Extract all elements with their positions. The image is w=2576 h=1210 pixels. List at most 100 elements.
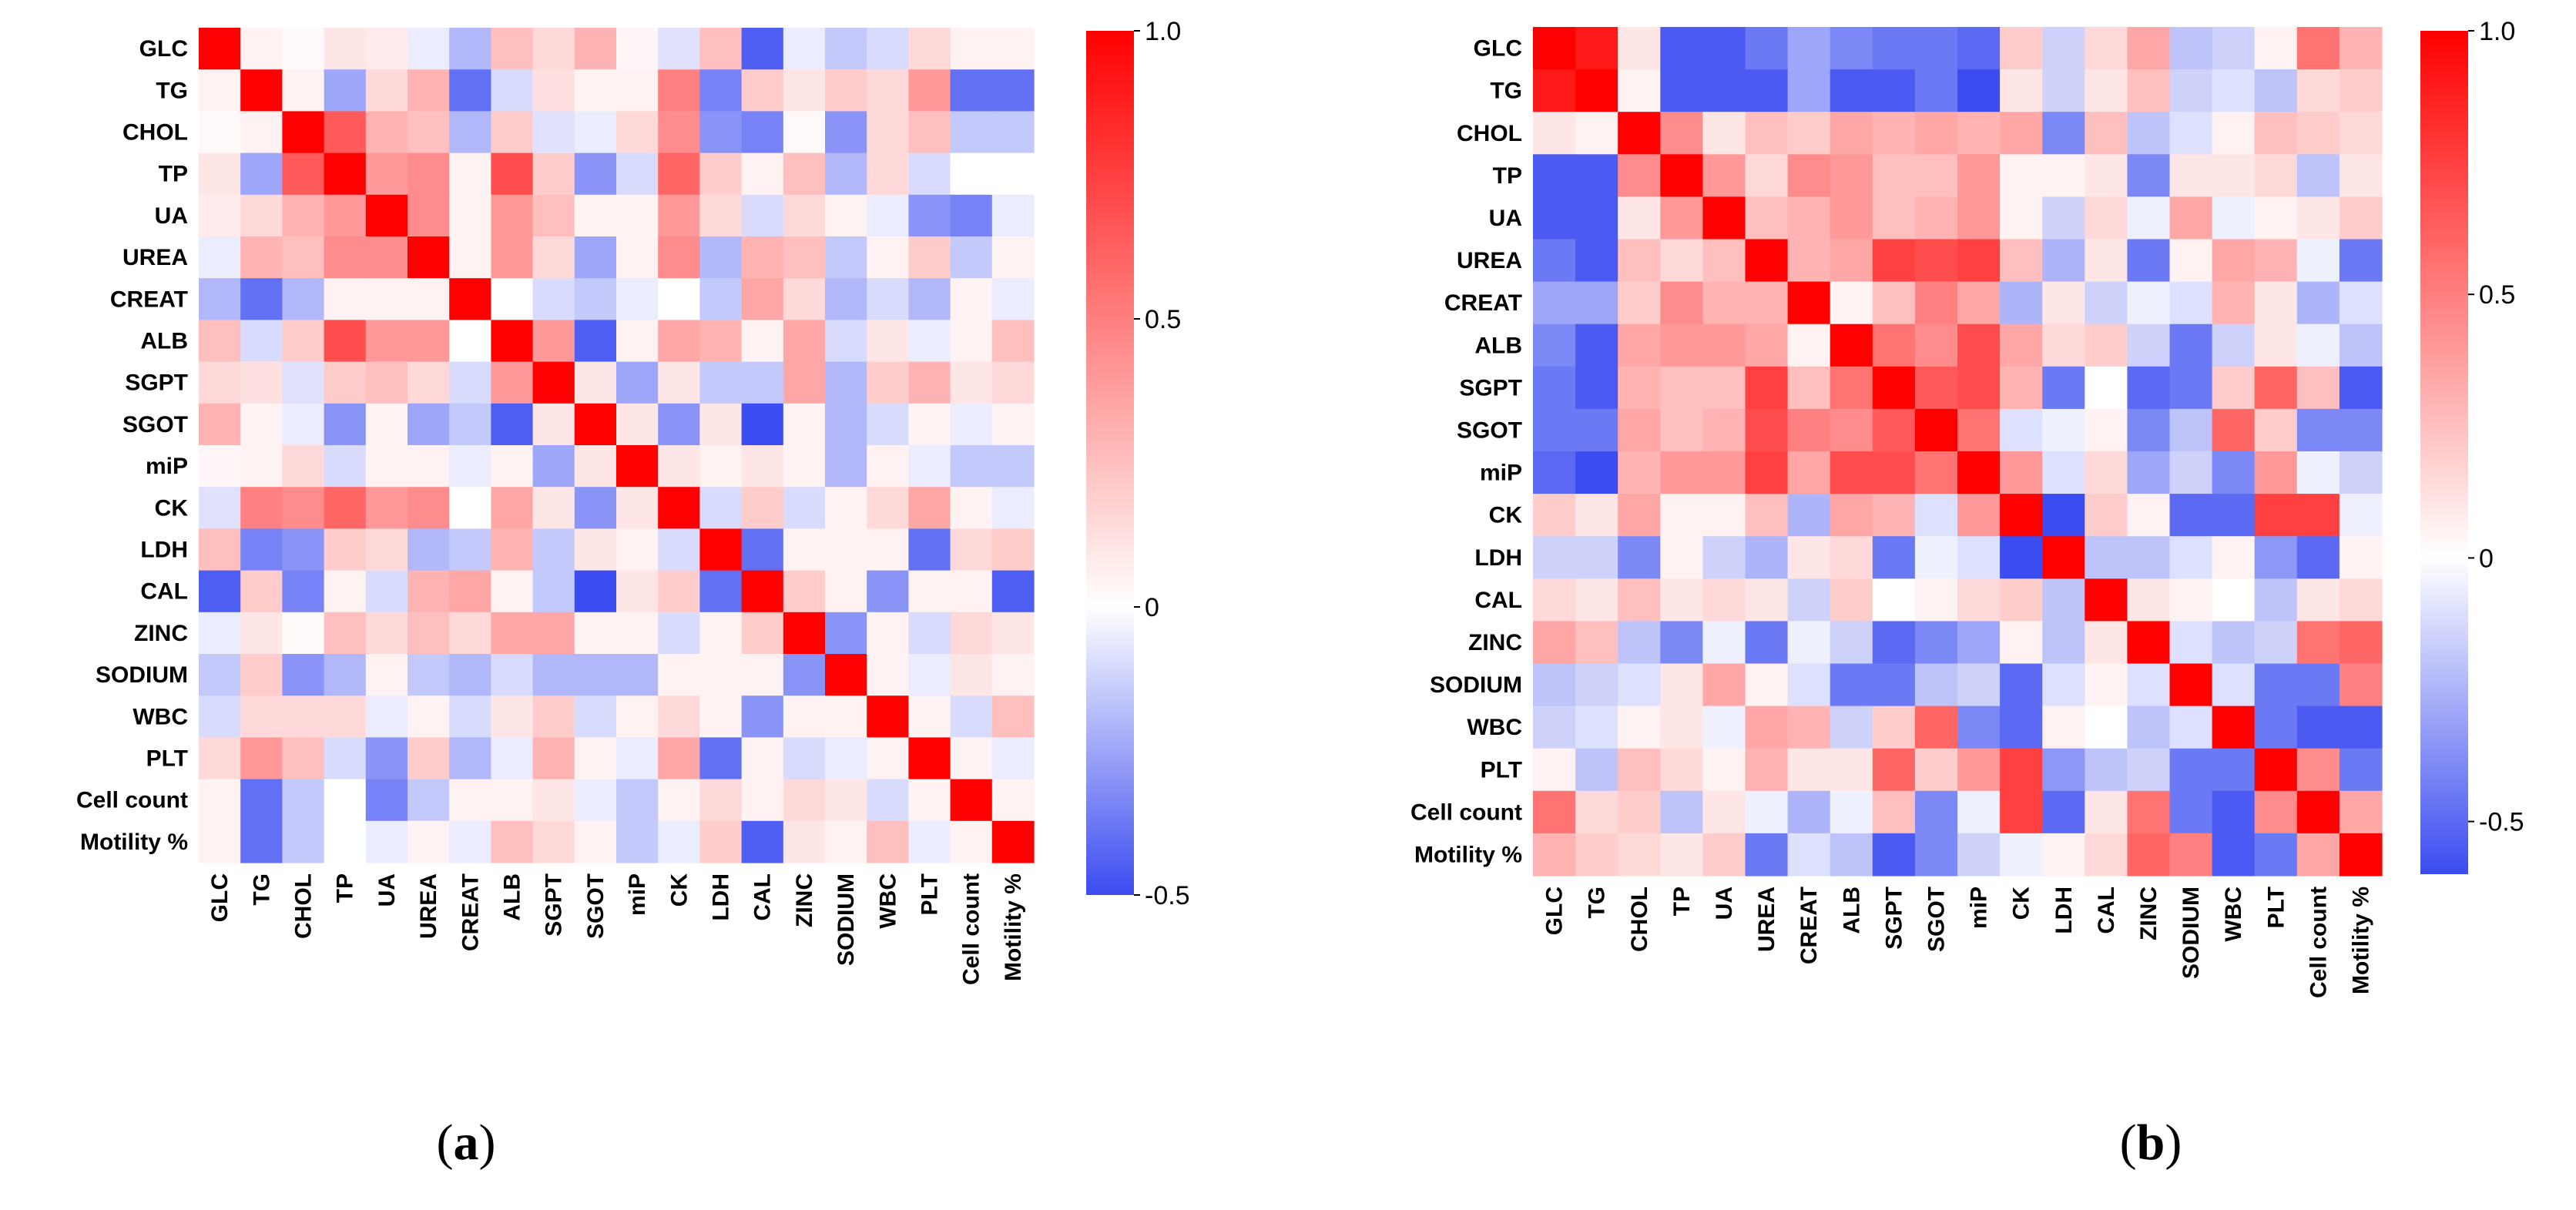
heatmap-cell-UA-CHOL [1618,196,1661,240]
heatmap-cell-TP-Motility-- [2339,154,2383,197]
heatmap-cell-CHOL-SGPT [532,111,575,154]
heatmap-cell-GLC-LDH [699,28,743,70]
heatmap-cell-SGPT-SGOT [1914,366,1958,410]
heatmap-cell-ZINC-CHOL [282,612,325,655]
row-label: SODIUM [96,662,188,688]
heatmap-cell-TG-SODIUM [2169,69,2213,112]
heatmap-cell-LDH-CAL [2085,536,2128,579]
heatmap-cell-Motility---CREAT [449,820,491,863]
row-label: Motility % [1414,843,1522,868]
heatmap-cell-ZINC-Cell-count [2296,621,2340,665]
heatmap-cell-TP-CREAT [449,153,491,196]
heatmap-cell-Cell-count-CHOL [1618,790,1661,834]
heatmap-cell-PLT-TP [1660,748,1703,792]
heatmap-cell-UREA-ALB [491,236,534,279]
heatmap-cell-miP-ALB [491,445,534,488]
heatmap-cell-CAL-SODIUM [2169,578,2213,622]
heatmap-cell-ALB-Motility-- [2339,323,2383,367]
heatmap-cell-Motility---SGPT [1872,833,1916,876]
heatmap-cell-Cell-count-miP [616,779,659,822]
heatmap-cell-SGOT-SGOT [574,403,617,446]
row-label: SGPT [1459,375,1522,401]
heatmap-cell-CREAT-CAL [2085,281,2128,325]
row-label: CK [1489,503,1523,528]
heatmap-cell-Motility---WBC [867,820,909,863]
heatmap-cell-SODIUM-SODIUM [2169,663,2213,707]
heatmap-cell-UREA-CAL [741,236,784,279]
heatmap-cell-TP-SGOT [1914,154,1958,197]
heatmap-cell-ALB-PLT [2254,323,2298,367]
heatmap-cell-Cell-count-GLC [1533,790,1576,834]
heatmap-cell-SGOT-CAL [741,403,784,446]
heatmap-cell-LDH-SODIUM [825,528,867,571]
heatmap-cell-SGPT-PLT [908,361,951,404]
heatmap-cell-GLC-SGOT [574,28,617,70]
heatmap-cell-PLT-PLT [908,737,951,780]
heatmap-cell-ZINC-CREAT [1787,621,1831,665]
heatmap-cell-WBC-ALB [491,695,534,738]
heatmap-cell-TP-SGPT [1872,154,1916,197]
heatmap-cell-CAL-CAL [2085,578,2128,622]
row-label: miP [1480,461,1522,486]
heatmap-cell-CREAT-Motility-- [2339,281,2383,325]
heatmap-cell-PLT-UA [1702,748,1746,792]
column-label: CAL [2094,887,2119,934]
heatmap-cell-Cell-count-Cell-count [950,779,993,822]
heatmap-cell-miP-LDH [2042,451,2085,494]
heatmap-cell-CK-UA [1702,494,1746,537]
heatmap-cell-Cell-count-miP [1957,790,2001,834]
column-label: miP [625,873,650,916]
heatmap-cell-SODIUM-TP [324,654,367,696]
heatmap-cell-CREAT-UA [365,278,408,320]
heatmap-cell-PLT-SODIUM [825,737,867,780]
heatmap-cell-SGOT-TP [1660,408,1703,452]
heatmap-cell-miP-SGPT [1872,451,1916,494]
heatmap-cell-UREA-UREA [1745,239,1789,283]
heatmap-cell-CK-TG [240,487,283,529]
heatmap-cell-ALB-SGOT [1914,323,1958,367]
column-label: CHOL [1627,887,1652,952]
heatmap-cell-SGOT-WBC [867,403,909,446]
heatmap-cell-LDH-SGPT [532,528,575,571]
column-label: WBC [875,873,901,929]
column-label: TG [249,873,274,906]
heatmap-cell-LDH-Motility-- [2339,536,2383,579]
heatmap-cell-ZINC-UREA [408,612,450,655]
heatmap-cell-SGPT-UREA [408,361,450,404]
heatmap-cell-SGOT-SGPT [532,403,575,446]
heatmap-cell-WBC-ZINC [2127,706,2171,749]
heatmap-cell-UA-Motility-- [2339,196,2383,240]
heatmap-cell-CK-CK [658,487,700,529]
heatmap-cell-CREAT-LDH [2042,281,2085,325]
heatmap-cell-Cell-count-Cell-count [2296,790,2340,834]
heatmap-cell-Cell-count-TG [240,779,283,822]
heatmap-cell-CAL-GLC [199,570,241,613]
heatmap-cell-SODIUM-ALB [1830,663,1873,707]
heatmap-cell-miP-WBC [2212,451,2256,494]
heatmap-cell-TG-Motility-- [991,69,1035,112]
heatmap-cell-UA-UREA [1745,196,1789,240]
heatmap-cell-SGPT-SODIUM [825,361,867,404]
heatmap-cell-UREA-ZINC [2127,239,2171,283]
heatmap-cell-SGPT-UREA [1745,366,1789,410]
heatmap-cell-CAL-Cell-count [2296,578,2340,622]
heatmap-cell-ZINC-CK [658,612,700,655]
heatmap-cell-Cell-count-ALB [491,779,534,822]
heatmap-cell-Motility---UREA [408,820,450,863]
heatmap-cell-SODIUM-PLT [908,654,951,696]
heatmap-cell-CHOL-ALB [491,111,534,154]
heatmap-cell-UREA-CAL [2085,239,2128,283]
row-label: SODIUM [1430,672,1522,698]
column-label: SODIUM [834,873,859,966]
heatmap-cell-LDH-UA [365,528,408,571]
heatmap-cell-UA-miP [1957,196,2001,240]
heatmap-cell-TP-SGOT [574,153,617,196]
heatmap-cell-SGOT-CK [2000,408,2043,452]
heatmap-cell-SODIUM-ALB [491,654,534,696]
heatmap-cell-Motility---ALB [1830,833,1873,876]
colorbar-tick-label: 1.0 [2479,17,2515,46]
heatmap-cell-ZINC-miP [1957,621,2001,665]
heatmap-cell-SGPT-GLC [199,361,241,404]
heatmap-cell-ZINC-SGOT [574,612,617,655]
heatmap-cell-UA-UA [365,194,408,237]
